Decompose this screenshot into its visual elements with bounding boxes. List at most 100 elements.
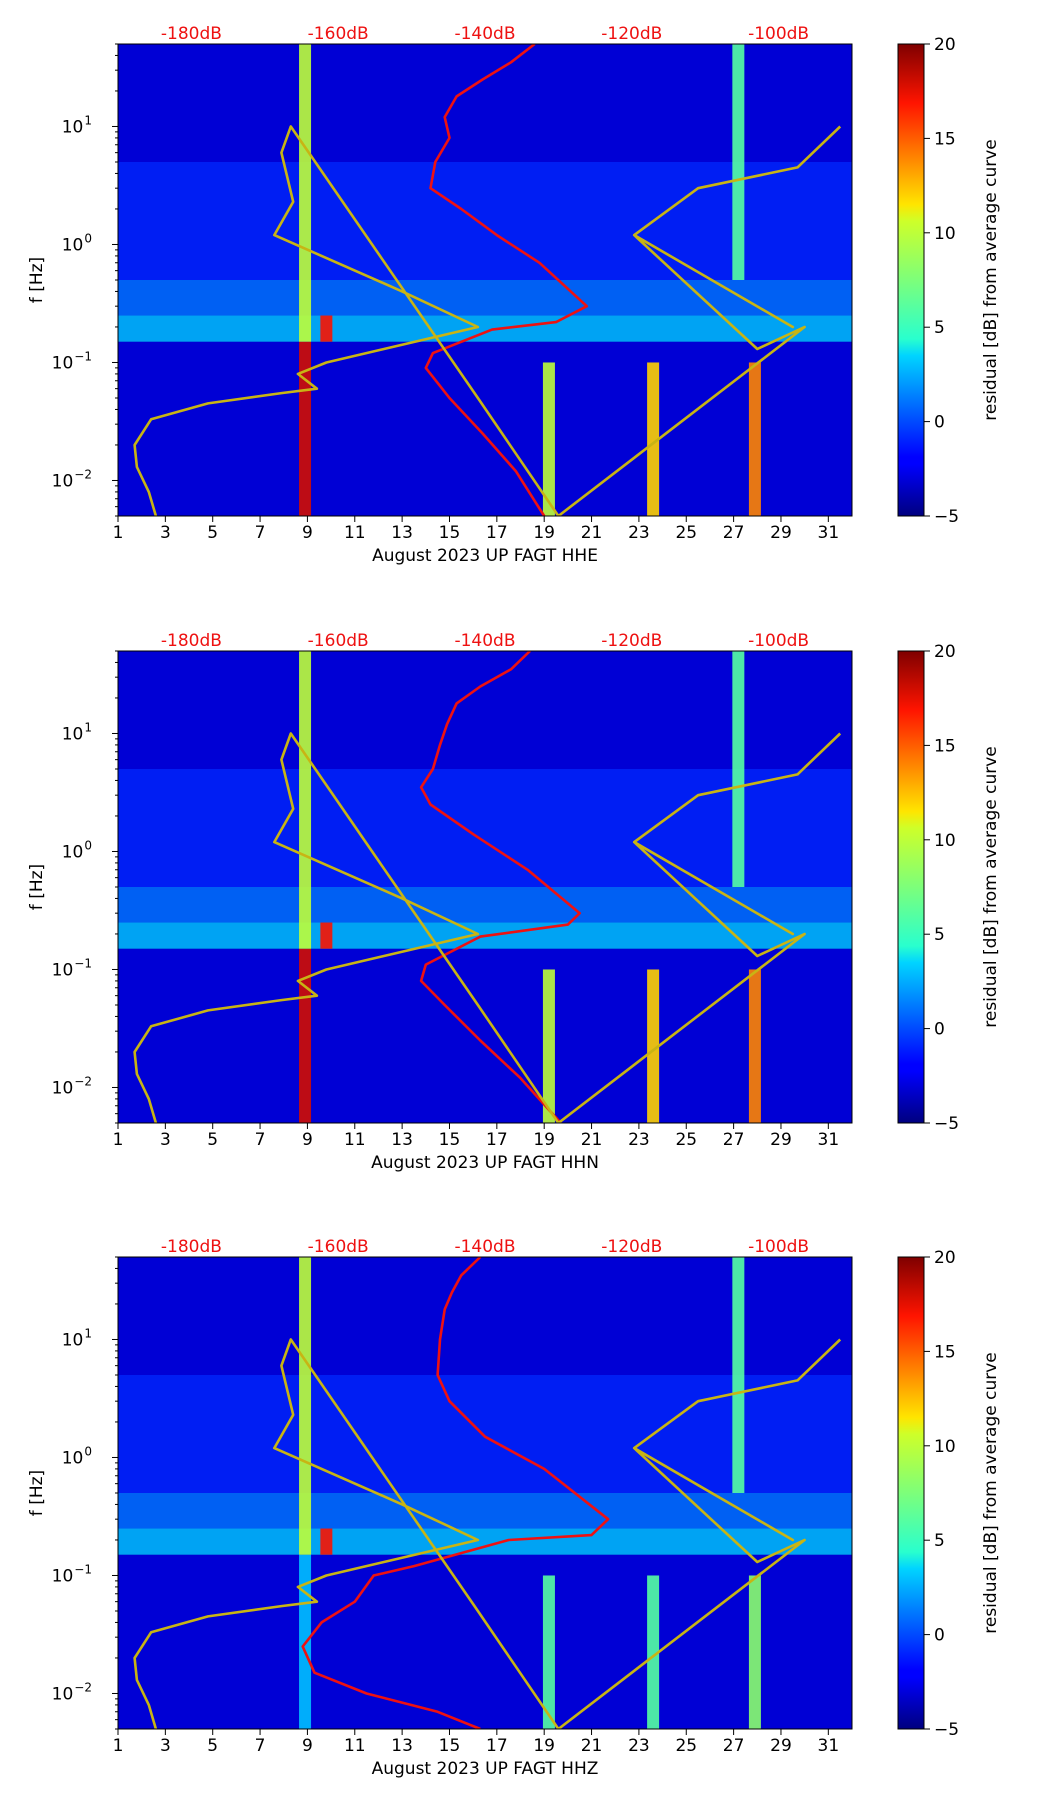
x-tick-label: 1 (113, 1130, 124, 1150)
x-tick-label: 3 (160, 523, 171, 543)
y-tick-exponent: −1 (74, 349, 92, 363)
y-tick-exponent: 0 (84, 1444, 92, 1458)
x-tick-label: 7 (255, 523, 266, 543)
colorbar-tick-label: 10 (934, 831, 956, 851)
x-tick-label: 5 (207, 523, 218, 543)
db-scale-label: -180dB (161, 1237, 222, 1257)
spectrogram-event-5 (748, 362, 761, 516)
x-axis-label: August 2023 UP FAGT HHN (371, 1153, 599, 1173)
y-tick-exponent: −2 (74, 1680, 92, 1694)
db-scale-label: -100dB (748, 1237, 809, 1257)
psd-curve-red (424, 44, 589, 516)
noise-model-curve-yellow (133, 1338, 842, 1729)
noise-model-curve-yellow (133, 732, 842, 1123)
spectrogram-event-5 (748, 969, 761, 1123)
colorbar: −5 0 5 10 15 20 residual [dB] from average cur… (897, 642, 1001, 1134)
x-tick-label: 5 (207, 1130, 218, 1150)
colorbar-tick-label: 0 (934, 413, 945, 433)
x-tick-label: 7 (255, 1736, 266, 1756)
y-tick-exponent: −1 (74, 1562, 92, 1576)
db-scale-label: -120dB (601, 24, 662, 44)
colorbar-tick-label: 10 (934, 224, 956, 244)
psd-curve-red (301, 1257, 610, 1729)
db-scale-label: -140dB (454, 1237, 515, 1257)
spectrogram-band-4 (118, 1257, 852, 1375)
spectrogram-area (118, 44, 852, 516)
x-tick-label: 19 (533, 1736, 555, 1756)
spectrogram-area (118, 1257, 852, 1729)
y-axis-label: f [Hz] (27, 1470, 47, 1516)
colorbar-tick-label: 0 (934, 1020, 945, 1040)
colorbar-label: residual [dB] from average curve (981, 746, 1001, 1027)
y-tick-label: 10−1 (52, 349, 92, 373)
y-tick-exponent: 1 (84, 1326, 92, 1340)
spectrogram-event-1 (299, 651, 312, 949)
x-tick-label: 5 (207, 1736, 218, 1756)
y-tick-label: 10−2 (52, 467, 92, 491)
x-tick-label: 25 (675, 1736, 697, 1756)
x-tick-label: 29 (770, 1130, 792, 1150)
x-tick-label: 29 (770, 1736, 792, 1756)
db-scale-label: -140dB (454, 24, 515, 44)
colorbar-tick-label: 20 (934, 642, 956, 662)
x-tick-label: 3 (160, 1130, 171, 1150)
y-tick-label: 101 (62, 1326, 92, 1350)
spectrogram-band-0 (118, 948, 852, 1123)
y-tick-exponent: 0 (84, 231, 92, 245)
spectrogram-event-0 (299, 341, 312, 516)
colorbar-gradient (897, 1256, 925, 1730)
x-tick-label: 11 (344, 1130, 366, 1150)
x-tick-label: 9 (302, 523, 313, 543)
x-tick-label: 27 (723, 1736, 745, 1756)
y-tick-exponent: 1 (84, 113, 92, 127)
spectrogram-band-2 (118, 887, 852, 923)
spectrogram-band-0 (118, 1554, 852, 1729)
x-tick-label: 21 (581, 1736, 603, 1756)
spectrogram-band-4 (118, 651, 852, 769)
db-scale-label: -120dB (601, 631, 662, 651)
x-tick-label: 27 (723, 523, 745, 543)
db-scale-label: -100dB (748, 631, 809, 651)
db-scale-label: -120dB (601, 1237, 662, 1257)
x-tick-label: 17 (486, 1736, 508, 1756)
y-tick-exponent: −2 (74, 467, 92, 481)
colorbar-tick-label: 10 (934, 1437, 956, 1457)
y-tick-label: 10−1 (52, 1562, 92, 1586)
x-tick-label: 15 (439, 523, 461, 543)
x-tick-label: 11 (344, 1736, 366, 1756)
x-tick-label: 1 (113, 1736, 124, 1756)
colorbar-tick-label: 0 (934, 1626, 945, 1646)
x-tick-label: 1 (113, 523, 124, 543)
colorbar-tick-label: 15 (934, 736, 956, 756)
colorbar-label: residual [dB] from average curve (981, 1352, 1001, 1633)
x-tick-label: 3 (160, 1736, 171, 1756)
colorbar-label: residual [dB] from average curve (981, 139, 1001, 420)
db-scale-label: -100dB (748, 24, 809, 44)
x-tick-label: 31 (818, 1130, 840, 1150)
x-tick-label: 25 (675, 523, 697, 543)
spectrogram-band-4 (118, 44, 852, 162)
db-scale-label: -160dB (308, 631, 369, 651)
spectrogram-event-6 (732, 1257, 745, 1493)
x-tick-label: 9 (302, 1130, 313, 1150)
x-tick-label: 13 (391, 1130, 413, 1150)
x-tick-label: 15 (439, 1736, 461, 1756)
spectrogram-event-4 (647, 1575, 660, 1729)
y-tick-exponent: −2 (74, 1074, 92, 1088)
psd-curve-red (419, 651, 582, 1123)
y-tick-label: 10−2 (52, 1680, 92, 1704)
x-tick-label: 13 (391, 523, 413, 543)
x-tick-label: 11 (344, 523, 366, 543)
x-tick-label: 19 (533, 523, 555, 543)
x-tick-label: 15 (439, 1130, 461, 1150)
colorbar-tick-label: 20 (934, 35, 956, 55)
spectrogram-event-1 (299, 44, 312, 342)
colorbar: −5 0 5 10 15 20 residual [dB] from average cur… (897, 1248, 1001, 1740)
y-tick-exponent: −1 (74, 956, 92, 970)
y-tick-exponent: 1 (84, 720, 92, 734)
db-scale-label: -180dB (161, 631, 222, 651)
spectrogram-event-5 (748, 1575, 761, 1729)
colorbar-tick-label: −5 (934, 507, 959, 527)
colorbar-tick-label: 15 (934, 129, 956, 149)
